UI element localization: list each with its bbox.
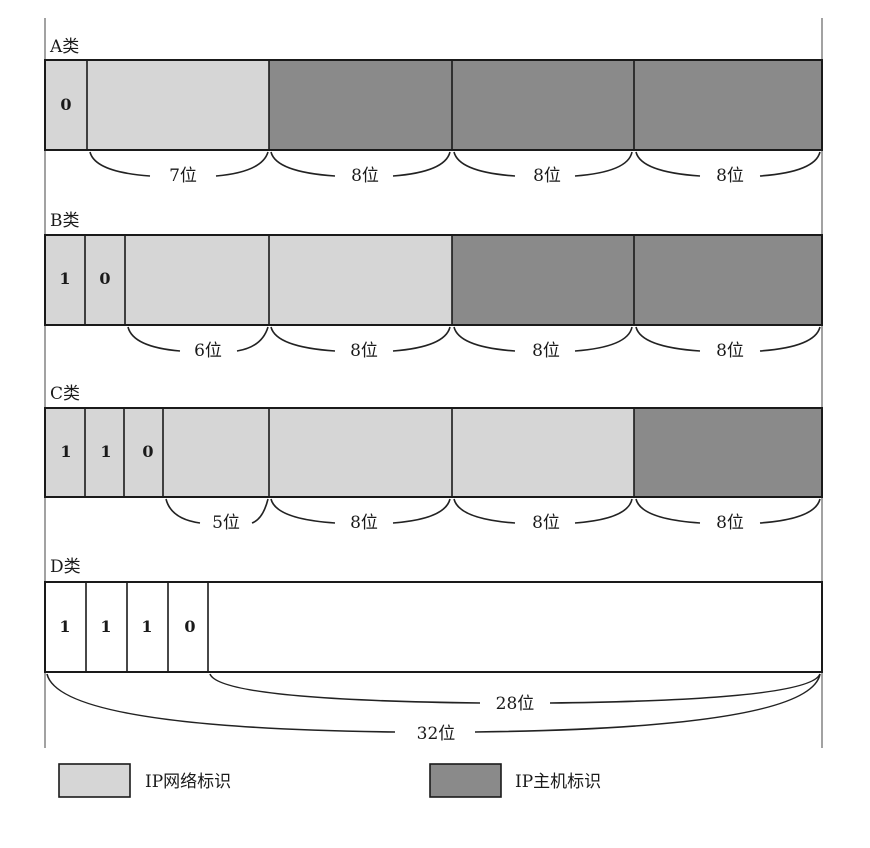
class-a-brace-label-4: 8位 — [716, 166, 744, 186]
class-d-brace-32bit — [46, 673, 821, 733]
class-d-brace-28bit — [209, 673, 821, 704]
class-d-bit-3: 0 — [184, 617, 195, 636]
class-c-network-field-3 — [452, 408, 634, 497]
class-b-network-field-2 — [269, 235, 452, 325]
legend-host-swatch — [429, 763, 502, 798]
class-a-brace-label-1: 7位 — [169, 166, 197, 186]
class-c-bit-0: 1 — [60, 442, 71, 461]
class-b-brace-label-1: 6位 — [194, 341, 222, 361]
class-c-brace-label-4: 8位 — [716, 513, 744, 533]
class-c-brace-label-2: 8位 — [350, 513, 378, 533]
class-c-brace-2 — [270, 498, 451, 524]
class-d-brace-label-28bit: 28位 — [496, 694, 535, 714]
class-b-title: B类 — [50, 211, 80, 231]
legend-host-label: IP主机标识 — [515, 772, 601, 792]
class-c-bit-2: 0 — [142, 442, 153, 461]
class-b-frame — [44, 234, 823, 326]
class-c-brace-label-3: 8位 — [532, 513, 560, 533]
legend-network-swatch — [58, 763, 131, 798]
class-c-frame — [44, 407, 823, 498]
class-b-brace-label-2: 8位 — [350, 341, 378, 361]
class-b-host-byte-1 — [452, 235, 634, 325]
class-b-bit-1: 0 — [99, 269, 110, 288]
class-b-brace-2 — [270, 326, 451, 352]
class-d-frame — [44, 581, 823, 673]
class-d-bit-2: 1 — [141, 617, 152, 636]
class-b-brace-4 — [635, 326, 821, 352]
class-a-network-field — [45, 60, 269, 150]
class-a-brace-1 — [89, 151, 269, 177]
class-b-brace-label-3: 8位 — [532, 341, 560, 361]
class-a-host-byte-3 — [634, 60, 822, 150]
class-c-bit-1: 1 — [100, 442, 111, 461]
class-a-frame — [44, 59, 823, 151]
class-c-network-field-2 — [269, 408, 452, 497]
class-a-brace-label-2: 8位 — [351, 166, 379, 186]
class-c-host-byte — [634, 408, 822, 497]
class-c-title: C类 — [50, 384, 80, 404]
class-a-brace-3 — [453, 151, 633, 177]
class-b-network-field-1 — [45, 235, 269, 325]
class-d-bit-0: 1 — [59, 617, 70, 636]
class-c-brace-3 — [453, 498, 633, 524]
class-d-address-field — [45, 582, 822, 672]
class-a-host-byte-2 — [452, 60, 634, 150]
class-a-bit-0: 0 — [60, 95, 71, 114]
class-c-network-field-1 — [45, 408, 269, 497]
class-c-brace-1 — [165, 498, 269, 524]
class-a-brace-2 — [270, 151, 451, 177]
class-b-host-byte-2 — [634, 235, 822, 325]
class-b-brace-1 — [127, 326, 269, 352]
class-a-brace-label-3: 8位 — [533, 166, 561, 186]
class-b-bit-0: 1 — [59, 269, 70, 288]
class-b-brace-label-4: 8位 — [716, 341, 744, 361]
class-d-title: D类 — [50, 557, 81, 577]
class-d-brace-label-32bit: 32位 — [417, 724, 456, 744]
class-a-host-byte-1 — [269, 60, 452, 150]
class-d-bit-1: 1 — [100, 617, 111, 636]
class-a-title: A类 — [49, 37, 79, 57]
class-c-brace-4 — [635, 498, 821, 524]
class-b-brace-3 — [453, 326, 633, 352]
class-c-brace-label-1: 5位 — [212, 513, 240, 533]
legend-network-label: IP网络标识 — [145, 772, 231, 792]
class-a-brace-4 — [635, 151, 821, 177]
